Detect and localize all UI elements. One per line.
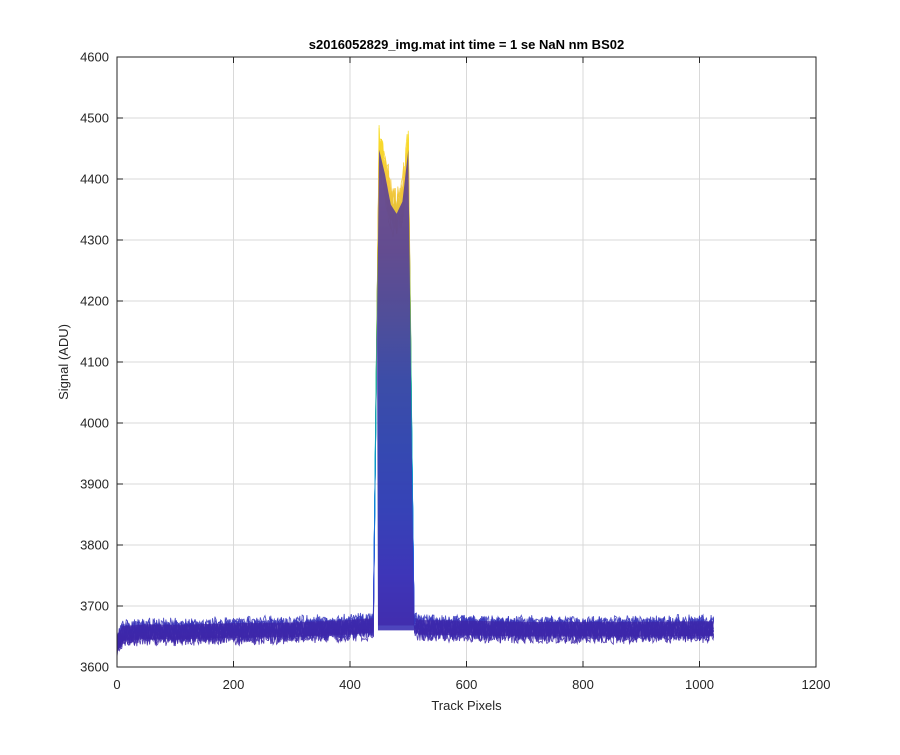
x-tick-label: 200 (223, 677, 245, 692)
y-tick-label: 3800 (80, 538, 109, 553)
x-axis-ticks: 0 200 400 600 800 1000 1200 (113, 57, 830, 692)
y-axis-label: Signal (ADU) (56, 324, 71, 400)
y-tick-label: 3900 (80, 477, 109, 492)
y-tick-label: 4000 (80, 416, 109, 431)
y-tick-label: 4600 (80, 50, 109, 65)
x-tick-label: 0 (113, 677, 120, 692)
x-axis-label: Track Pixels (431, 698, 502, 713)
y-tick-label: 4400 (80, 172, 109, 187)
chart-title: s2016052829_img.mat int time = 1 se NaN … (309, 37, 624, 52)
x-tick-label: 400 (339, 677, 361, 692)
x-tick-label: 800 (572, 677, 594, 692)
y-tick-label: 4500 (80, 111, 109, 126)
x-tick-label: 1200 (802, 677, 831, 692)
data-layer (116, 125, 714, 658)
y-tick-label: 4100 (80, 355, 109, 370)
y-tick-label: 4200 (80, 294, 109, 309)
y-axis-ticks: 3600 3700 3800 3900 4000 4100 4200 4300 4400 4500… (80, 50, 816, 675)
x-tick-label: 1000 (685, 677, 714, 692)
x-tick-label: 600 (456, 677, 478, 692)
y-tick-label: 4300 (80, 233, 109, 248)
y-tick-label: 3600 (80, 660, 109, 675)
y-tick-label: 3700 (80, 599, 109, 614)
